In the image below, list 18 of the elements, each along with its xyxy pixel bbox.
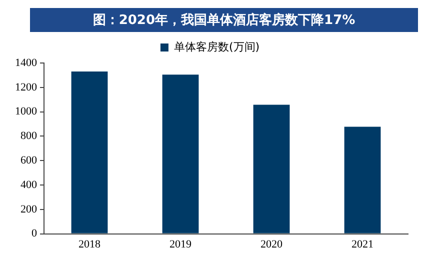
bar <box>71 72 108 234</box>
bar <box>253 104 290 234</box>
y-tick-label: 1400 <box>15 56 38 69</box>
legend-label: 单体客房数(万间) <box>174 40 260 54</box>
y-tick-label: 200 <box>20 203 38 216</box>
y-tick-label: 800 <box>20 130 38 142</box>
bar <box>162 74 199 234</box>
y-tick-label: 0 <box>32 228 38 240</box>
y-tick-label: 1000 <box>15 106 38 118</box>
y-tick-label: 600 <box>20 154 38 166</box>
y-tick-label: 400 <box>20 178 38 191</box>
x-tick-label: 2020 <box>260 238 283 250</box>
bar <box>344 126 381 234</box>
chart-title: 图：2020年，我国单体酒店客房数下降17% <box>30 8 418 32</box>
y-tick-label: 1200 <box>15 81 38 94</box>
x-tick-label: 2019 <box>170 238 192 250</box>
x-tick-label: 2018 <box>78 238 101 250</box>
x-tick-label: 2021 <box>352 238 374 250</box>
